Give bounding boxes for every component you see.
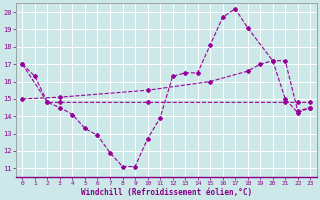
- X-axis label: Windchill (Refroidissement éolien,°C): Windchill (Refroidissement éolien,°C): [81, 188, 252, 197]
